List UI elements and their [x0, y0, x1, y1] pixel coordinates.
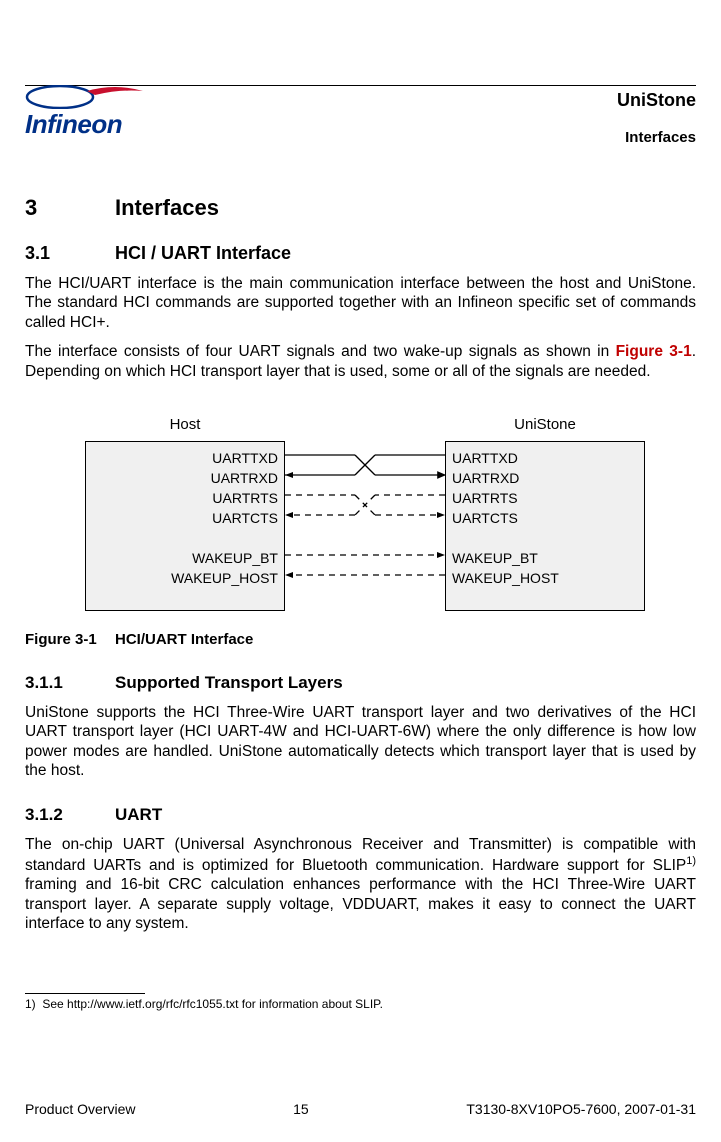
para4-part-b: framing and 16-bit CRC calculation enhan…: [25, 876, 696, 932]
figure-caption: Figure 3-1HCI/UART Interface: [25, 631, 696, 648]
uni-signal-4: UARTCTS: [452, 510, 518, 526]
section-label: Interfaces: [617, 129, 696, 146]
figure-unistone-label: UniStone: [445, 416, 645, 433]
paragraph-1: The HCI/UART interface is the main commu…: [25, 274, 696, 332]
h3b-number: 3.1.2: [25, 805, 115, 825]
uni-signal-1: UARTTXD: [452, 450, 518, 466]
host-signal-1: UARTTXD: [98, 450, 278, 466]
host-signal-3: UARTRTS: [98, 490, 278, 506]
heading-3-1-1: 3.1.1Supported Transport Layers: [25, 673, 696, 693]
uni-signal-6: WAKEUP_HOST: [452, 570, 559, 586]
figure-reference: Figure 3-1: [616, 343, 692, 360]
footnote-marker: 1): [25, 997, 36, 1011]
logo-text: Infineon: [25, 109, 122, 139]
footnote-text: See http://www.ietf.org/rfc/rfc1055.txt …: [42, 997, 383, 1011]
host-signal-5: WAKEUP_BT: [98, 550, 278, 566]
heading-3-1-2: 3.1.2UART: [25, 805, 696, 825]
footer-left: Product Overview: [25, 1101, 135, 1117]
doc-title: UniStone: [617, 90, 696, 111]
page-footer: Product Overview 15 T3130-8XV10PO5-7600,…: [25, 1101, 696, 1117]
paragraph-3: UniStone supports the HCI Three-Wire UAR…: [25, 703, 696, 781]
logo-swoosh-icon: [25, 85, 145, 109]
figure-3-1: Host UniStone UARTTXD UARTRXD UARTRTS UA…: [25, 411, 696, 621]
h3a-number: 3.1.1: [25, 673, 115, 693]
figure-host-box: UARTTXD UARTRXD UARTRTS UARTCTS WAKEUP_B…: [85, 441, 285, 611]
footnote-rule: [25, 993, 145, 994]
footnote-marker-inline: 1): [686, 855, 696, 867]
h2-title: HCI / UART Interface: [115, 243, 291, 263]
host-signal-2: UARTRXD: [98, 470, 278, 486]
heading-1: 3Interfaces: [25, 195, 696, 221]
figure-connection-lines: [285, 441, 445, 611]
footer-right: T3130-8XV10PO5-7600, 2007-01-31: [466, 1101, 696, 1117]
figure-caption-text: HCI/UART Interface: [115, 631, 253, 648]
heading-2: 3.1HCI / UART Interface: [25, 243, 696, 264]
page-header: Infineon UniStone Interfaces: [25, 85, 696, 165]
header-right: UniStone Interfaces: [617, 90, 696, 146]
uni-signal-3: UARTRTS: [452, 490, 518, 506]
h3b-title: UART: [115, 805, 162, 824]
h2-number: 3.1: [25, 243, 115, 264]
uni-signal-2: UARTRXD: [452, 470, 519, 486]
paragraph-4: The on-chip UART (Universal Asynchronous…: [25, 835, 696, 933]
figure-host-label: Host: [85, 416, 285, 433]
figure-caption-num: Figure 3-1: [25, 631, 115, 648]
h1-title: Interfaces: [115, 195, 219, 220]
uni-signal-5: WAKEUP_BT: [452, 550, 538, 566]
para2-part-a: The interface consists of four UART sign…: [25, 343, 616, 360]
para4-part-a: The on-chip UART (Universal Asynchronous…: [25, 836, 696, 874]
paragraph-2: The interface consists of four UART sign…: [25, 342, 696, 381]
figure-unistone-box: UARTTXD UARTRXD UARTRTS UARTCTS WAKEUP_B…: [445, 441, 645, 611]
footnote: 1) See http://www.ietf.org/rfc/rfc1055.t…: [25, 997, 696, 1011]
footer-center: 15: [293, 1101, 309, 1117]
host-signal-6: WAKEUP_HOST: [98, 570, 278, 586]
host-signal-4: UARTCTS: [98, 510, 278, 526]
h1-number: 3: [25, 195, 115, 221]
h3a-title: Supported Transport Layers: [115, 673, 343, 692]
logo: Infineon: [25, 85, 145, 140]
